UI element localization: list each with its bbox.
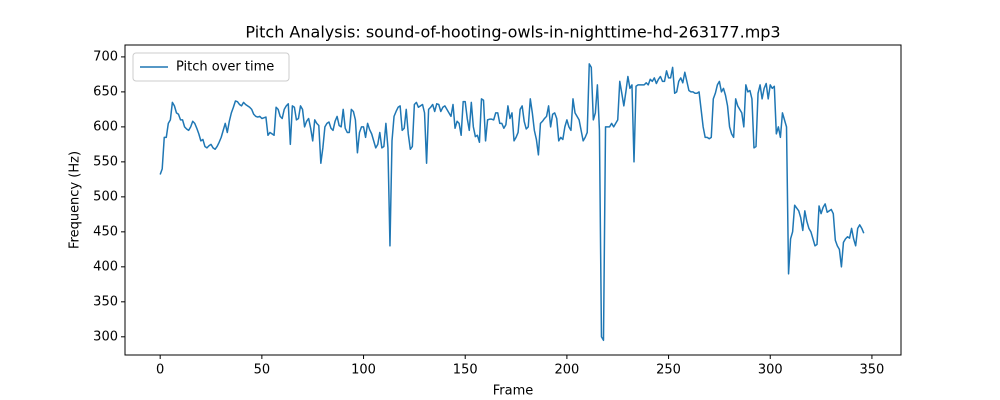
- legend-label: Pitch over time: [176, 60, 274, 75]
- x-axis-label: Frame: [493, 384, 534, 399]
- x-tick-label: 200: [554, 363, 579, 378]
- x-tick-label: 100: [351, 363, 376, 378]
- y-tick-label: 600: [93, 119, 118, 134]
- x-tick-label: 300: [758, 363, 783, 378]
- y-tick-label: 700: [93, 49, 118, 64]
- plot-frame: [124, 44, 902, 356]
- y-tick-label: 550: [93, 154, 118, 169]
- y-tick-label: 650: [93, 84, 118, 99]
- x-tick-label: 250: [656, 363, 681, 378]
- line-series: [159, 63, 865, 342]
- x-tick-label: 150: [453, 363, 478, 378]
- y-tick-label: 400: [93, 259, 118, 274]
- chart-title: Pitch Analysis: sound-of-hooting-owls-in…: [245, 23, 780, 42]
- y-tick-label: 350: [93, 294, 118, 309]
- y-axis-label: Frequency (Hz): [68, 151, 83, 249]
- y-tick-label: 300: [93, 329, 118, 344]
- x-tick-label: 350: [860, 363, 885, 378]
- legend-box: [132, 52, 290, 82]
- x-tick-label: 0: [156, 363, 164, 378]
- y-tick-label: 450: [93, 224, 118, 239]
- x-tick-label: 50: [254, 363, 271, 378]
- y-tick-label: 500: [93, 189, 118, 204]
